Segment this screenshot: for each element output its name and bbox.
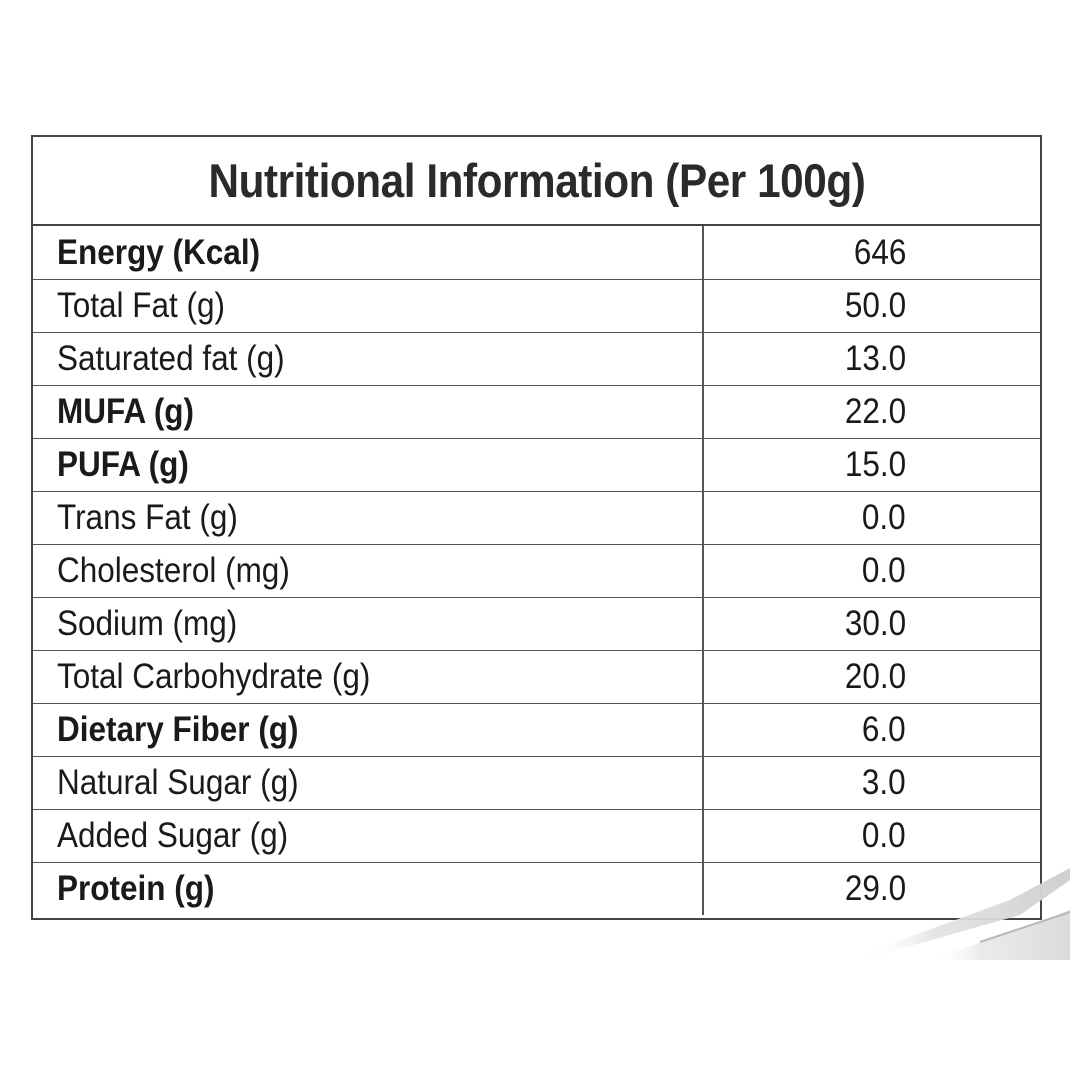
- nutrient-label-cell: Cholesterol (mg): [33, 544, 704, 598]
- nutrient-label: Total Carbohydrate (g): [57, 657, 371, 696]
- nutrient-value-cell: 0.0: [703, 544, 1040, 598]
- nutrient-label-cell: Sodium (mg): [33, 597, 704, 651]
- nutrient-value: 0.0: [862, 498, 906, 537]
- nutrient-value-cell: 30.0: [703, 597, 1040, 651]
- table-row: Cholesterol (mg) 0.0: [33, 544, 1040, 598]
- table-row: PUFA (g) 15.0: [33, 438, 1040, 492]
- table-row: MUFA (g) 22.0: [33, 385, 1040, 439]
- nutrient-value: 30.0: [844, 604, 906, 643]
- nutrient-value-cell: 29.0: [703, 862, 1040, 915]
- table-row: Dietary Fiber (g) 6.0: [33, 703, 1040, 757]
- nutrient-value-cell: 13.0: [703, 332, 1040, 386]
- nutrient-label: Natural Sugar (g): [57, 763, 299, 802]
- nutrient-label: Cholesterol (mg): [57, 551, 290, 590]
- table-row: Natural Sugar (g) 3.0: [33, 756, 1040, 810]
- nutrition-table: Energy (Kcal) 646 Total Fat (g) 50.0 Saturat…: [33, 226, 1040, 915]
- nutrient-label: Sodium (mg): [57, 604, 238, 643]
- title-row: Nutritional Information (Per 100g): [33, 137, 1040, 226]
- nutrient-label: MUFA (g): [57, 392, 195, 431]
- nutrient-value-cell: 646: [703, 226, 1040, 280]
- nutrition-panel: Nutritional Information (Per 100g) Energ…: [31, 135, 1042, 920]
- table-row: Saturated fat (g) 13.0: [33, 332, 1040, 386]
- nutrient-label-cell: Added Sugar (g): [33, 809, 704, 863]
- nutrient-value: 15.0: [844, 445, 906, 484]
- panel-title: Nutritional Information (Per 100g): [208, 154, 865, 207]
- nutrient-value: 646: [853, 232, 906, 272]
- nutrient-label-cell: Total Fat (g): [33, 279, 704, 333]
- nutrient-value: 50.0: [844, 286, 906, 325]
- nutrient-value-cell: 50.0: [703, 279, 1040, 333]
- nutrient-label-cell: Trans Fat (g): [33, 491, 704, 545]
- nutrient-label-cell: Protein (g): [33, 862, 704, 915]
- nutrient-value-cell: 15.0: [703, 438, 1040, 492]
- table-row: Energy (Kcal) 646: [33, 226, 1040, 280]
- nutrient-label-cell: Saturated fat (g): [33, 332, 704, 386]
- table-row: Total Fat (g) 50.0: [33, 279, 1040, 333]
- nutrient-label: Dietary Fiber (g): [57, 710, 299, 749]
- nutrient-value: 0.0: [862, 816, 906, 855]
- nutrient-label: Trans Fat (g): [57, 498, 238, 537]
- nutrient-value-cell: 6.0: [703, 703, 1040, 757]
- table-row: Added Sugar (g) 0.0: [33, 809, 1040, 863]
- nutrient-label: Total Fat (g): [57, 286, 226, 325]
- nutrient-label-cell: MUFA (g): [33, 385, 704, 439]
- nutrient-label-cell: Dietary Fiber (g): [33, 703, 704, 757]
- nutrient-value-cell: 22.0: [703, 385, 1040, 439]
- table-row: Protein (g) 29.0: [33, 862, 1040, 915]
- nutrient-label: Energy (Kcal): [57, 232, 261, 272]
- nutrient-value: 6.0: [862, 710, 906, 749]
- nutrient-label: Protein (g): [57, 869, 215, 909]
- nutrient-value-cell: 20.0: [703, 650, 1040, 704]
- nutrient-label: PUFA (g): [57, 445, 189, 484]
- table-row: Sodium (mg) 30.0: [33, 597, 1040, 651]
- nutrient-value: 3.0: [862, 763, 906, 802]
- table-row: Trans Fat (g) 0.0: [33, 491, 1040, 545]
- nutrient-label-cell: PUFA (g): [33, 438, 704, 492]
- nutrient-value: 29.0: [844, 869, 906, 909]
- nutrient-label-cell: Energy (Kcal): [33, 226, 704, 280]
- nutrient-value-cell: 0.0: [703, 491, 1040, 545]
- nutrient-value-cell: 3.0: [703, 756, 1040, 810]
- nutrient-label-cell: Total Carbohydrate (g): [33, 650, 704, 704]
- nutrient-label: Added Sugar (g): [57, 816, 289, 855]
- nutrient-label: Saturated fat (g): [57, 339, 285, 378]
- table-row: Total Carbohydrate (g) 20.0: [33, 650, 1040, 704]
- nutrient-value: 13.0: [844, 339, 906, 378]
- nutrient-value: 0.0: [862, 551, 906, 590]
- nutrient-value: 20.0: [844, 657, 906, 696]
- nutrient-label-cell: Natural Sugar (g): [33, 756, 704, 810]
- corner-reflection-decoration: [860, 868, 1071, 960]
- nutrient-value-cell: 0.0: [703, 809, 1040, 863]
- nutrient-value: 22.0: [844, 392, 906, 431]
- nutrition-table-body: Energy (Kcal) 646 Total Fat (g) 50.0 Saturat…: [33, 226, 1040, 915]
